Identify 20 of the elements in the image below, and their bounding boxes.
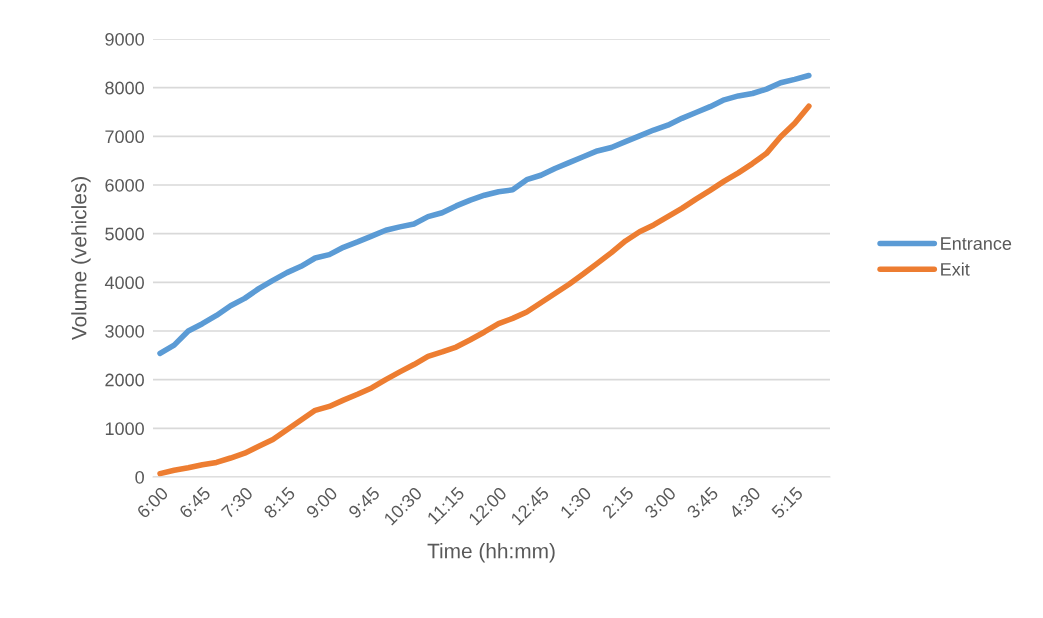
y-tick-label: 8000 <box>105 81 144 95</box>
legend-label: Entrance <box>941 237 1012 250</box>
x-tick-label: 3:00 <box>643 486 677 520</box>
y-axis-title: Volume (vehicles) <box>71 177 91 341</box>
y-tick-label: 1000 <box>105 422 144 436</box>
x-tick-label: 6:45 <box>178 486 212 519</box>
y-tick-label: 3000 <box>105 324 144 338</box>
x-tick-label: 7:30 <box>220 486 254 519</box>
x-tick-label: 9:00 <box>305 486 339 519</box>
y-tick-label: 2000 <box>105 373 144 387</box>
y-tick-label: 9000 <box>105 32 144 46</box>
y-tick-label: 6000 <box>105 178 144 192</box>
legend-label: Exit <box>941 262 970 276</box>
x-axis-title: Time (hh:mm) <box>427 543 555 563</box>
y-tick-label: 7000 <box>105 130 144 144</box>
y-tick-label: 4000 <box>104 276 144 290</box>
y-tick-label: 0 <box>135 470 144 484</box>
y-tick-label: 5000 <box>105 227 144 241</box>
x-tick-label: 4:30 <box>728 486 762 520</box>
x-tick-label: 6:00 <box>136 486 169 519</box>
